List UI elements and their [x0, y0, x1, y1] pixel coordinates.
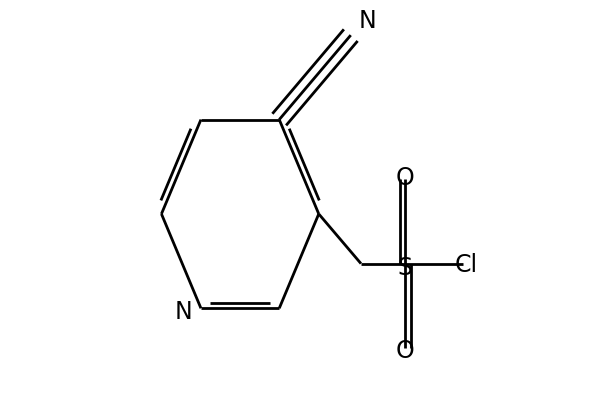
Text: N: N: [359, 9, 377, 33]
Text: O: O: [396, 338, 414, 362]
Text: Cl: Cl: [455, 252, 478, 276]
Text: S: S: [398, 255, 413, 279]
Text: N: N: [175, 299, 193, 324]
Text: O: O: [396, 166, 414, 190]
